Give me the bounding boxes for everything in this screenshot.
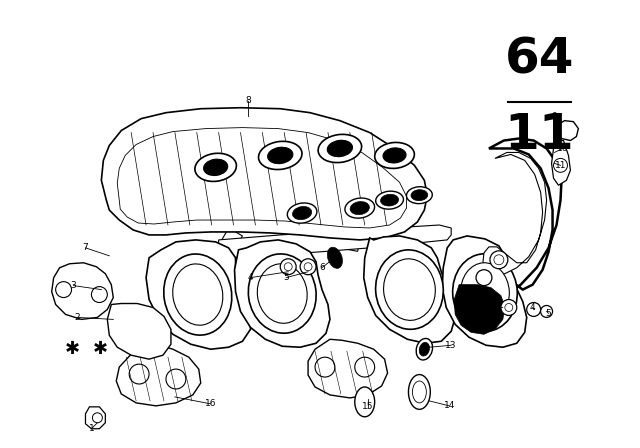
Circle shape	[92, 413, 102, 423]
Circle shape	[56, 282, 72, 297]
Ellipse shape	[268, 147, 293, 164]
Ellipse shape	[376, 191, 403, 209]
Polygon shape	[219, 225, 451, 258]
Ellipse shape	[374, 142, 414, 168]
Text: 6: 6	[319, 263, 325, 272]
Circle shape	[505, 303, 513, 311]
Polygon shape	[86, 407, 106, 429]
Circle shape	[501, 300, 516, 315]
Ellipse shape	[383, 259, 435, 320]
Polygon shape	[392, 226, 412, 247]
Polygon shape	[271, 224, 302, 259]
Polygon shape	[52, 263, 113, 319]
Ellipse shape	[173, 264, 223, 325]
Ellipse shape	[416, 338, 433, 360]
Circle shape	[494, 255, 504, 265]
Text: 4: 4	[248, 273, 253, 282]
Text: 13: 13	[445, 341, 457, 350]
Polygon shape	[214, 228, 243, 262]
Text: ✱: ✱	[93, 340, 108, 358]
Circle shape	[476, 270, 492, 286]
Circle shape	[300, 259, 316, 275]
Text: 7: 7	[83, 243, 88, 252]
Ellipse shape	[406, 187, 432, 204]
Polygon shape	[117, 128, 406, 228]
Text: 10: 10	[557, 144, 568, 153]
Circle shape	[355, 357, 374, 377]
Text: 12: 12	[481, 303, 493, 312]
Text: 5: 5	[546, 309, 552, 318]
Ellipse shape	[318, 134, 362, 163]
Circle shape	[554, 159, 568, 172]
Ellipse shape	[195, 153, 236, 181]
Ellipse shape	[164, 254, 232, 335]
Text: 64: 64	[505, 35, 574, 83]
Circle shape	[490, 251, 508, 269]
Text: 2: 2	[75, 313, 81, 322]
Ellipse shape	[259, 141, 302, 169]
Text: 1: 1	[88, 424, 94, 433]
Text: 15: 15	[362, 402, 374, 411]
Ellipse shape	[419, 342, 429, 356]
Ellipse shape	[412, 381, 426, 403]
Ellipse shape	[452, 254, 517, 332]
Circle shape	[166, 369, 186, 389]
Polygon shape	[234, 240, 330, 347]
Text: 11: 11	[504, 111, 574, 159]
Ellipse shape	[355, 387, 374, 417]
Polygon shape	[342, 223, 363, 251]
Polygon shape	[454, 284, 505, 334]
Text: 4: 4	[530, 303, 536, 312]
Circle shape	[284, 263, 292, 271]
Ellipse shape	[328, 247, 342, 268]
Ellipse shape	[376, 250, 444, 329]
Polygon shape	[116, 344, 201, 406]
Text: 16: 16	[205, 399, 216, 409]
Circle shape	[304, 263, 312, 271]
Ellipse shape	[350, 202, 369, 215]
Polygon shape	[364, 236, 455, 343]
Text: 14: 14	[444, 401, 455, 410]
Circle shape	[129, 364, 149, 384]
Polygon shape	[442, 236, 527, 347]
Polygon shape	[483, 152, 547, 275]
Ellipse shape	[408, 375, 430, 409]
Ellipse shape	[257, 264, 307, 323]
Polygon shape	[108, 303, 171, 359]
Text: 9: 9	[552, 112, 557, 121]
Ellipse shape	[327, 140, 353, 157]
Text: ✱: ✱	[65, 340, 79, 358]
Ellipse shape	[381, 194, 399, 206]
Ellipse shape	[287, 203, 317, 223]
Polygon shape	[557, 121, 579, 141]
Polygon shape	[308, 339, 388, 398]
Circle shape	[280, 259, 296, 275]
Polygon shape	[101, 108, 428, 240]
Polygon shape	[552, 141, 570, 185]
Circle shape	[541, 306, 552, 318]
Circle shape	[92, 287, 108, 302]
Ellipse shape	[292, 207, 312, 220]
Text: 11: 11	[555, 161, 566, 170]
Ellipse shape	[383, 148, 406, 163]
Ellipse shape	[248, 254, 316, 333]
Ellipse shape	[461, 263, 509, 323]
Polygon shape	[146, 240, 250, 349]
Circle shape	[527, 302, 541, 316]
Ellipse shape	[345, 198, 374, 218]
Ellipse shape	[411, 190, 428, 201]
Circle shape	[315, 357, 335, 377]
Polygon shape	[464, 138, 561, 305]
Text: 8: 8	[246, 96, 252, 105]
Text: 5: 5	[284, 273, 289, 282]
Ellipse shape	[204, 159, 228, 176]
Text: 3: 3	[70, 281, 76, 290]
